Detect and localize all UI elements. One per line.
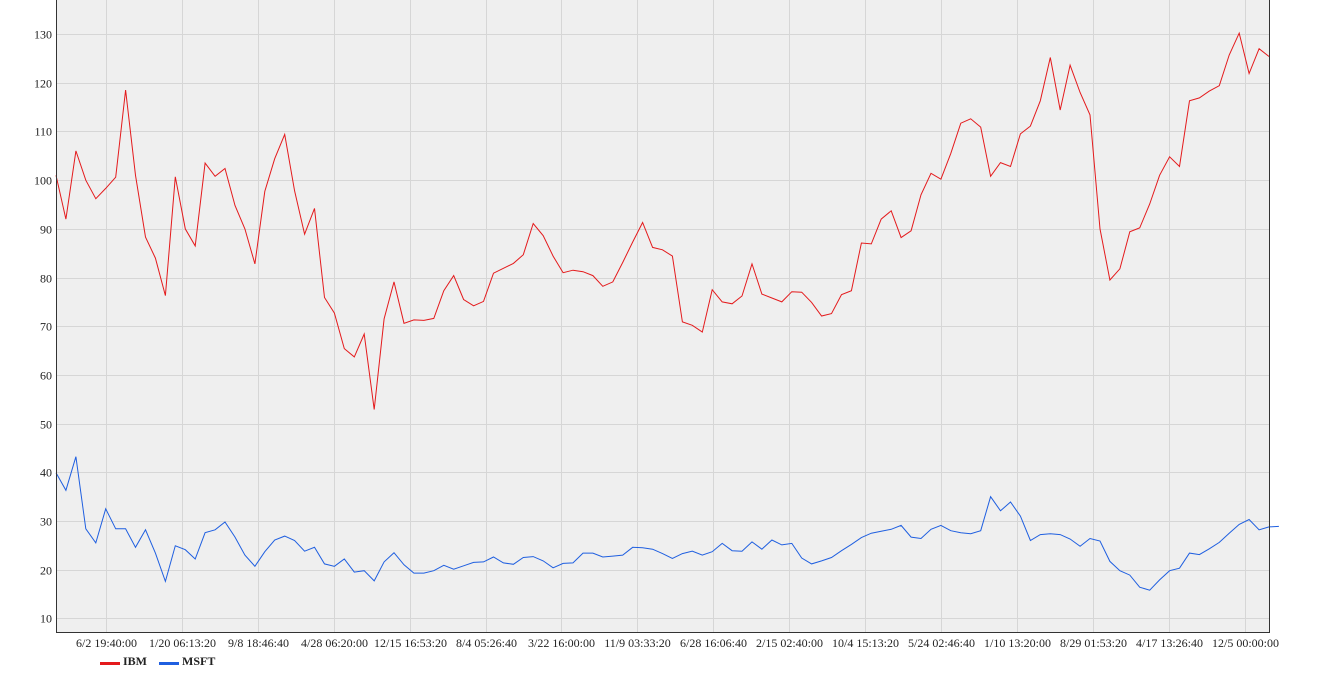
series-lines <box>55 31 1279 591</box>
legend-label-msft: MSFT <box>182 654 216 668</box>
legend-swatch-ibm <box>100 662 120 665</box>
legend-item-ibm: IBM <box>100 654 147 669</box>
x-tick-label: 9/8 18:46:40 <box>228 636 289 650</box>
y-tick-label: 80 <box>40 272 52 286</box>
x-tick-label: 8/29 01:53:20 <box>1060 636 1127 650</box>
legend-swatch-msft <box>159 662 179 665</box>
y-tick-label: 110 <box>34 125 52 139</box>
y-tick-label: 100 <box>34 174 52 188</box>
y-tick-label: 90 <box>40 223 52 237</box>
x-tick-label: 1/20 06:13:20 <box>149 636 216 650</box>
y-tick-label: 50 <box>40 418 52 432</box>
x-axis-labels: 6/2 19:40:00 1/20 06:13:20 9/8 18:46:40 4/2… <box>76 636 1279 650</box>
legend-item-msft: MSFT <box>159 654 215 669</box>
y-tick-label: 30 <box>40 515 52 529</box>
y-tick-label: 130 <box>34 28 52 42</box>
y-axis-labels: 10 20 30 40 50 60 70 80 90 100 110 120 130 <box>34 28 52 626</box>
x-tick-label: 5/24 02:46:40 <box>908 636 975 650</box>
x-tick-label: 6/2 19:40:00 <box>76 636 137 650</box>
series-line-msft <box>55 456 1279 591</box>
y-tick-label: 70 <box>40 320 52 334</box>
y-tick-label: 10 <box>40 612 52 626</box>
y-tick-label: 60 <box>40 369 52 383</box>
legend-label-ibm: IBM <box>123 654 147 668</box>
plot-area <box>56 0 1269 633</box>
x-tick-label: 6/28 16:06:40 <box>680 636 747 650</box>
x-tick-label: 8/4 05:26:40 <box>456 636 517 650</box>
series-line-ibm <box>55 31 1270 410</box>
grid-lines <box>56 0 1269 633</box>
x-tick-label: 11/9 03:33:20 <box>604 636 671 650</box>
x-tick-label: 1/10 13:20:00 <box>984 636 1051 650</box>
y-tick-label: 120 <box>34 77 52 91</box>
x-tick-label: 10/4 15:13:20 <box>832 636 899 650</box>
x-tick-label: 4/28 06:20:00 <box>301 636 368 650</box>
x-tick-label: 2/15 02:40:00 <box>756 636 823 650</box>
x-tick-label: 4/17 13:26:40 <box>1136 636 1203 650</box>
y-tick-label: 40 <box>40 466 52 480</box>
x-tick-label: 12/15 16:53:20 <box>374 636 447 650</box>
x-tick-label: 12/5 00:00:00 <box>1212 636 1279 650</box>
x-tick-label: 3/22 16:00:00 <box>528 636 595 650</box>
legend: IBM MSFT <box>100 654 215 669</box>
y-tick-label: 20 <box>40 564 52 578</box>
